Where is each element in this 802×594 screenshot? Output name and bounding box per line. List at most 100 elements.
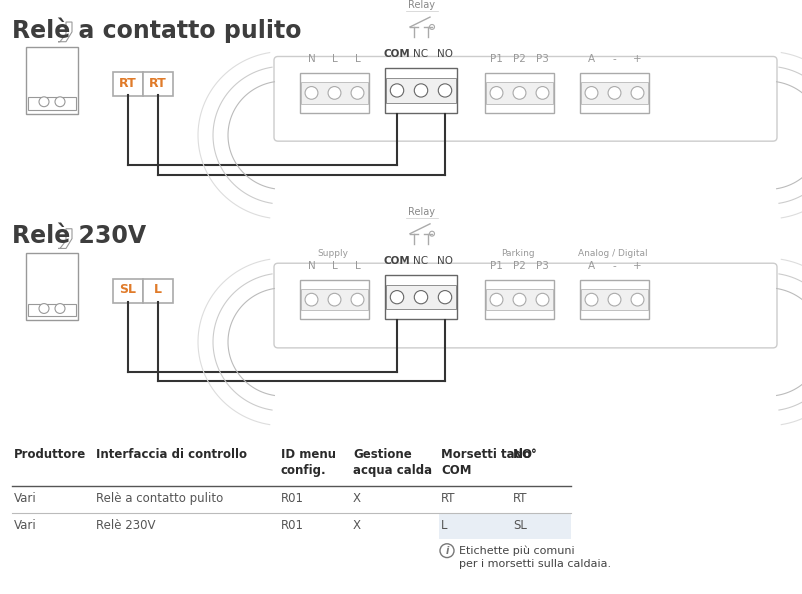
Circle shape <box>390 84 403 97</box>
FancyBboxPatch shape <box>300 73 369 113</box>
Circle shape <box>55 304 65 314</box>
Text: RT: RT <box>119 77 136 90</box>
FancyBboxPatch shape <box>28 97 76 110</box>
Text: P1: P1 <box>489 261 502 271</box>
Text: Relay: Relay <box>408 0 435 10</box>
Text: Interfaccia di controllo: Interfaccia di controllo <box>96 448 247 462</box>
Circle shape <box>414 290 427 304</box>
Text: RT: RT <box>440 492 455 505</box>
Polygon shape <box>58 22 72 42</box>
Text: L: L <box>154 283 162 296</box>
Text: N: N <box>307 55 315 64</box>
Text: COM: COM <box>383 256 410 266</box>
Text: A: A <box>587 55 594 64</box>
Text: Vari: Vari <box>14 519 37 532</box>
Text: Relè a contatto pulito: Relè a contatto pulito <box>96 492 223 505</box>
FancyBboxPatch shape <box>581 289 647 311</box>
Circle shape <box>390 290 403 304</box>
Polygon shape <box>58 229 72 248</box>
FancyBboxPatch shape <box>484 280 553 320</box>
Text: X: X <box>353 519 361 532</box>
FancyBboxPatch shape <box>113 72 143 96</box>
Circle shape <box>429 231 434 236</box>
FancyBboxPatch shape <box>384 275 456 320</box>
FancyBboxPatch shape <box>484 73 553 113</box>
FancyBboxPatch shape <box>485 289 553 311</box>
Text: P2: P2 <box>512 261 525 271</box>
Text: L: L <box>331 55 337 64</box>
Circle shape <box>630 293 643 306</box>
Text: Gestione
acqua calda: Gestione acqua calda <box>353 448 431 478</box>
Text: A: A <box>587 261 594 271</box>
Circle shape <box>630 87 643 99</box>
Circle shape <box>536 87 549 99</box>
Text: Analog / Digital: Analog / Digital <box>577 249 647 258</box>
Text: Supply: Supply <box>317 249 348 258</box>
FancyBboxPatch shape <box>386 285 456 309</box>
Text: P2: P2 <box>512 55 525 64</box>
Circle shape <box>512 87 525 99</box>
Text: Morsetti tado°
COM: Morsetti tado° COM <box>440 448 536 478</box>
Text: Relè 230V: Relè 230V <box>12 224 146 248</box>
FancyBboxPatch shape <box>143 72 172 96</box>
Circle shape <box>350 87 363 99</box>
Text: Relay: Relay <box>408 207 435 217</box>
FancyBboxPatch shape <box>301 82 367 104</box>
Circle shape <box>39 97 49 107</box>
Text: -: - <box>612 261 616 271</box>
Circle shape <box>585 293 597 306</box>
FancyBboxPatch shape <box>273 56 776 141</box>
Text: P3: P3 <box>536 261 549 271</box>
Text: Relè 230V: Relè 230V <box>96 519 156 532</box>
Circle shape <box>585 87 597 99</box>
Text: L: L <box>354 55 360 64</box>
Text: Parking: Parking <box>500 249 534 258</box>
FancyBboxPatch shape <box>579 280 648 320</box>
Text: Etichette più comuni
per i morsetti sulla caldaia.: Etichette più comuni per i morsetti sull… <box>459 546 610 570</box>
Text: i: i <box>445 546 448 555</box>
Text: P1: P1 <box>489 55 502 64</box>
Circle shape <box>305 293 318 306</box>
Circle shape <box>55 97 65 107</box>
FancyBboxPatch shape <box>113 279 143 302</box>
FancyBboxPatch shape <box>26 47 78 113</box>
Circle shape <box>489 87 502 99</box>
Circle shape <box>350 293 363 306</box>
FancyBboxPatch shape <box>386 78 456 103</box>
Text: NO: NO <box>436 49 452 59</box>
Circle shape <box>328 87 341 99</box>
Text: R01: R01 <box>281 492 304 505</box>
Text: RT: RT <box>512 492 527 505</box>
Text: L: L <box>440 519 447 532</box>
Text: +: + <box>633 55 641 64</box>
Circle shape <box>39 304 49 314</box>
Circle shape <box>414 84 427 97</box>
Text: R01: R01 <box>281 519 304 532</box>
Circle shape <box>607 293 620 306</box>
FancyBboxPatch shape <box>439 513 570 539</box>
Circle shape <box>328 293 341 306</box>
Circle shape <box>429 24 434 30</box>
Text: COM: COM <box>383 49 410 59</box>
Text: NC: NC <box>413 256 428 266</box>
Text: L: L <box>354 261 360 271</box>
Circle shape <box>512 293 525 306</box>
Text: -: - <box>612 55 616 64</box>
Text: Produttore: Produttore <box>14 448 86 462</box>
FancyBboxPatch shape <box>300 280 369 320</box>
FancyBboxPatch shape <box>384 68 456 113</box>
Circle shape <box>438 290 452 304</box>
Text: P3: P3 <box>536 55 549 64</box>
FancyBboxPatch shape <box>485 82 553 104</box>
Text: NO: NO <box>436 256 452 266</box>
Text: Relè a contatto pulito: Relè a contatto pulito <box>12 17 301 43</box>
Circle shape <box>607 87 620 99</box>
Text: N: N <box>307 261 315 271</box>
Text: +: + <box>633 261 641 271</box>
Circle shape <box>536 293 549 306</box>
FancyBboxPatch shape <box>143 279 172 302</box>
Text: NC: NC <box>413 49 428 59</box>
Text: ID menu
config.: ID menu config. <box>281 448 335 478</box>
Text: NO: NO <box>512 448 533 462</box>
Text: X: X <box>353 492 361 505</box>
